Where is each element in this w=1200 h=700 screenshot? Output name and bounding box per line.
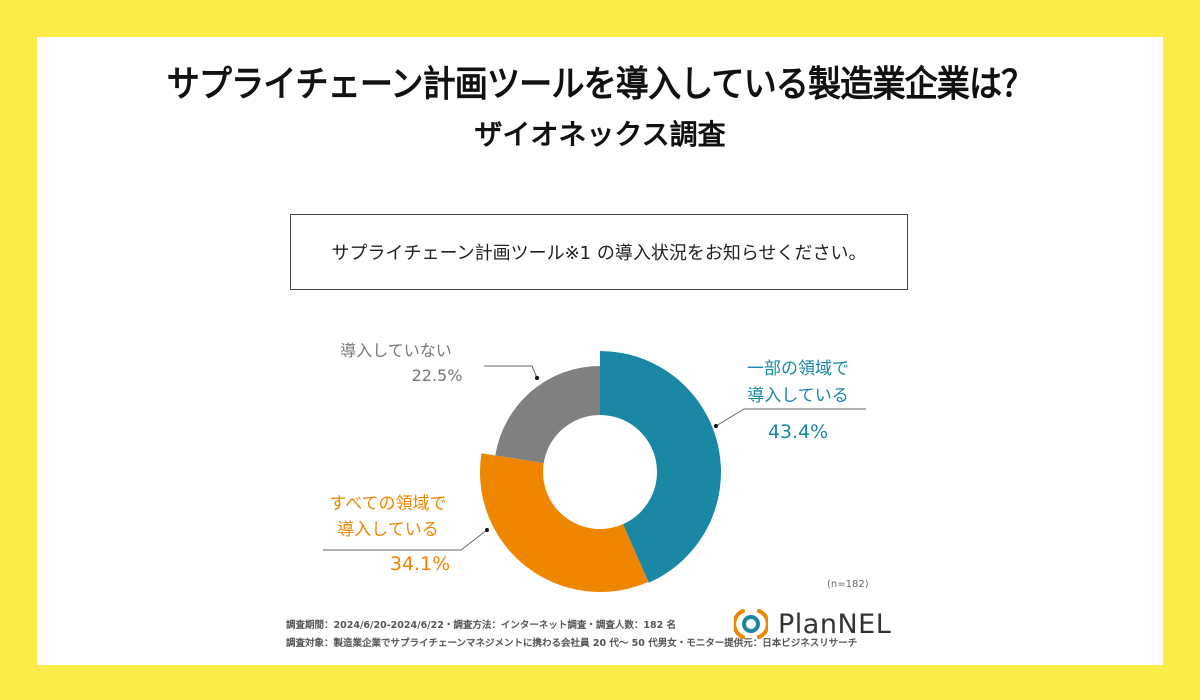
slice-value-1: 43.4%: [768, 421, 828, 443]
leader-line-1: [715, 408, 866, 427]
page-subtitle: ザイオネックス調査: [474, 118, 726, 151]
leader-dot-2: [485, 528, 489, 532]
donut-slice-1: [600, 351, 722, 583]
plannel-logo-text: PlanNEL: [778, 608, 892, 640]
plannel-logo-icon: [734, 609, 768, 639]
slice-label-1: 一部の領域で: [747, 359, 849, 379]
question-box: サプライチェーン計画ツール※1 の導入状況をお知らせください。: [290, 214, 908, 290]
slice-label-3: 導入していない: [340, 341, 452, 360]
footnote-survey-period: 調査期間：2024/6/20-2024/6/22・調査方法：インターネット調査・…: [286, 620, 677, 631]
leader-dot-1: [714, 424, 718, 428]
leader-line-2: [323, 529, 488, 551]
slice-value-2: 34.1%: [390, 553, 450, 575]
question-text: サプライチェーン計画ツール※1 の導入状況をお知らせください。: [331, 243, 867, 264]
footnote-survey-target: 調査対象：製造業企業でサプライチェーンマネジメントに携わる会社員 20 代～ 5…: [286, 638, 858, 649]
page-title: サプライチェーン計画ツールを導入している製造業企業は？: [166, 64, 1035, 105]
sample-size-label: (n=182): [827, 579, 869, 590]
plannel-logo: PlanNEL: [734, 607, 891, 641]
donut-slice-2: [480, 453, 649, 592]
slice-label-2-line2: 導入している: [337, 520, 439, 540]
leader-dot-3: [535, 376, 539, 380]
slice-label-2: すべての領域で: [329, 494, 446, 514]
leader-line-3: [484, 365, 538, 379]
slice-label-1-line2: 導入している: [747, 386, 849, 406]
donut-slice-3: [495, 366, 600, 464]
slice-value-3: 22.5%: [412, 366, 463, 385]
